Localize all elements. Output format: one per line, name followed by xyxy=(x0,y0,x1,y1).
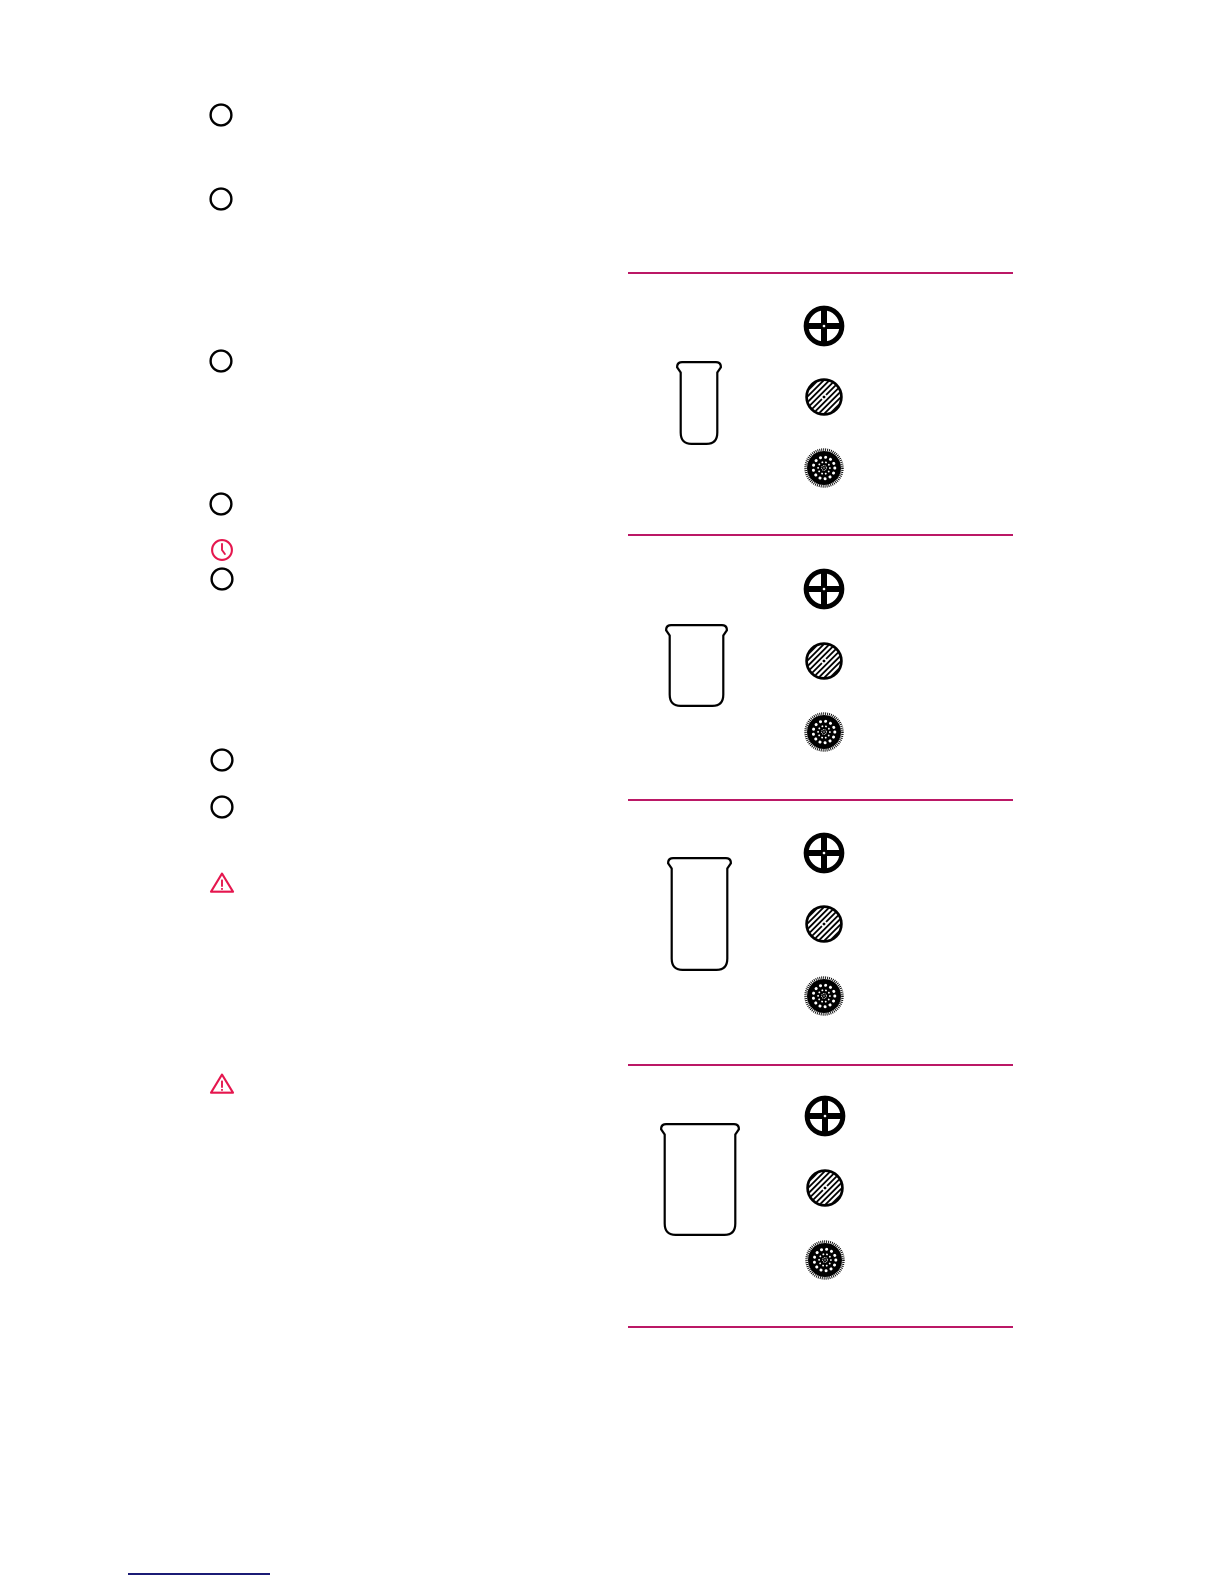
grating-disc-icon xyxy=(802,974,846,1018)
handwheel-disc-icon xyxy=(802,831,846,875)
grating-disc-icon xyxy=(802,710,846,754)
circle-marker-icon xyxy=(209,349,233,373)
beaker-tall-icon xyxy=(667,857,732,971)
handwheel-disc-icon xyxy=(802,567,846,611)
section-separator xyxy=(628,1326,1013,1328)
circle-marker-icon xyxy=(209,103,233,127)
slicing-disc-icon xyxy=(804,641,844,681)
beaker-small-icon xyxy=(676,361,722,445)
handwheel-disc-icon xyxy=(803,1094,847,1138)
circle-marker-icon xyxy=(210,795,234,819)
grating-disc-icon xyxy=(803,1238,847,1282)
footer-rule xyxy=(128,1573,270,1575)
beaker-medium-icon xyxy=(665,624,728,707)
slicing-disc-icon xyxy=(805,1168,845,1208)
clock-icon xyxy=(210,538,234,562)
section-separator xyxy=(628,272,1013,274)
slicing-disc-icon xyxy=(804,377,844,417)
circle-marker-icon xyxy=(210,567,234,591)
circle-marker-icon xyxy=(210,748,234,772)
circle-marker-icon xyxy=(209,187,233,211)
circle-marker-icon xyxy=(209,492,233,516)
section-separator xyxy=(628,534,1013,536)
section-separator xyxy=(628,1064,1013,1066)
section-separator xyxy=(628,799,1013,801)
beaker-large-icon xyxy=(660,1123,740,1236)
grating-disc-icon xyxy=(802,446,846,490)
handwheel-disc-icon xyxy=(802,304,846,348)
warning-triangle-icon xyxy=(209,1072,235,1096)
warning-triangle-icon xyxy=(209,871,235,895)
slicing-disc-icon xyxy=(804,904,844,944)
